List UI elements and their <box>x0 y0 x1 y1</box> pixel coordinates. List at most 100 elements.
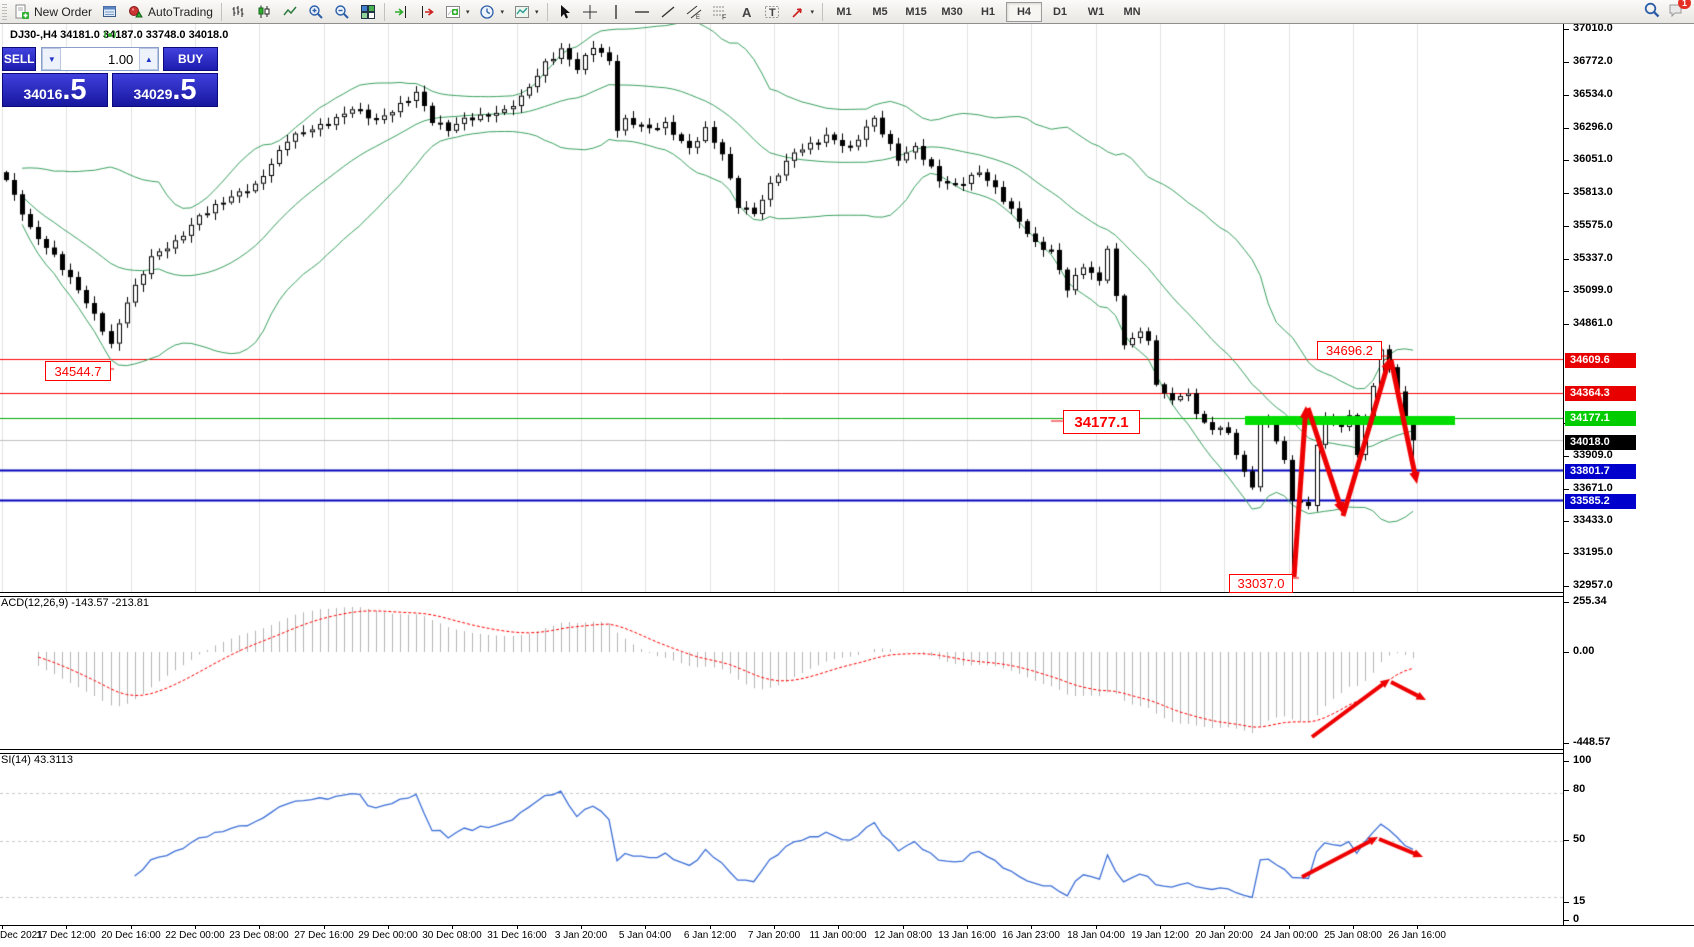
text-label-button[interactable]: T <box>759 1 785 23</box>
time-tick-label: 30 Dec 08:00 <box>422 930 482 941</box>
time-tick-label: 13 Jan 16:00 <box>938 930 996 941</box>
price-annotation-label[interactable]: 33037.0 <box>1229 574 1293 593</box>
volume-decrease-button[interactable]: ▼ <box>42 48 62 70</box>
price-tick-label: 35099.0 <box>1573 284 1613 296</box>
price-annotation-label[interactable]: 34177.1 <box>1063 410 1140 434</box>
indicators-button[interactable]: ▾ <box>440 1 475 23</box>
indicator-scale-label: 80 <box>1573 783 1586 795</box>
chevron-down-icon: ▾ <box>534 8 539 16</box>
new-order-button[interactable]: New Order <box>9 1 97 23</box>
rsi-indicator-label: SI(14) 43.3113 <box>1 754 73 766</box>
zoom-out-button[interactable] <box>329 1 355 23</box>
time-tick-mark <box>645 926 646 929</box>
svg-text:F: F <box>722 14 726 20</box>
chevron-down-icon: ▾ <box>810 8 815 16</box>
price-tick-mark <box>1564 291 1569 292</box>
line-chart-icon <box>282 4 298 20</box>
data-window-button[interactable] <box>97 1 123 23</box>
timeframe-w1-button[interactable]: W1 <box>1087 5 1105 18</box>
new-order-icon <box>14 4 30 20</box>
auto-scroll-button[interactable] <box>388 1 414 23</box>
time-tick-label: 20 Jan 20:00 <box>1195 930 1253 941</box>
rsi-panel-canvas[interactable] <box>0 753 1563 924</box>
price-tick-mark <box>1564 95 1569 96</box>
chevron-down-icon: ▾ <box>500 8 504 16</box>
timeframe-d1-button[interactable]: D1 <box>1052 5 1068 18</box>
timeframe-h1-button[interactable]: H1 <box>980 5 996 18</box>
time-tick-label: 12 Jan 08:00 <box>874 930 932 941</box>
indicator-scale-label: 0.00 <box>1573 645 1595 657</box>
indicator-tick-mark <box>1564 920 1569 921</box>
price-annotation-label[interactable]: 34544.7 <box>45 361 111 381</box>
time-tick-label: 25 Jan 08:00 <box>1324 930 1382 941</box>
chart-shift-button[interactable] <box>414 1 440 23</box>
timeframe-h4-button[interactable]: H4 <box>1006 1 1043 22</box>
vertical-line-button[interactable] <box>603 1 629 23</box>
equidistant-channel-button[interactable]: E <box>681 1 707 23</box>
price-level-badge: 33801.7 <box>1565 464 1636 479</box>
cursor-button[interactable] <box>551 1 577 23</box>
price-tick-mark <box>1564 586 1569 587</box>
macd-indicator-label: ACD(12,26,9) -143.57 -213.81 <box>1 597 149 609</box>
price-tick-mark <box>1564 62 1569 63</box>
timeframe-m1-button[interactable]: M1 <box>836 5 852 18</box>
panel-separator[interactable] <box>0 592 1694 597</box>
fibonacci-button[interactable]: F <box>707 1 733 23</box>
timeframe-mn-button[interactable]: MN <box>1123 5 1141 18</box>
time-tick-mark <box>710 926 711 929</box>
indicator-scale-label: 100 <box>1573 754 1592 766</box>
timeframe-m5-button[interactable]: M5 <box>872 5 888 18</box>
time-tick-mark <box>774 926 775 929</box>
volume-input[interactable] <box>61 48 140 70</box>
candlestick-chart-button[interactable] <box>251 1 277 23</box>
time-tick-mark <box>838 926 839 929</box>
new-order-label: New Order <box>34 4 93 19</box>
ask-price-display[interactable]: 34029.5 <box>112 73 218 107</box>
time-tick-mark <box>1031 926 1032 929</box>
time-tick-mark <box>388 926 389 929</box>
chart-shift-icon <box>419 4 435 20</box>
fibonacci-icon: F <box>712 4 728 20</box>
horizontal-line-button[interactable] <box>629 1 655 23</box>
time-tick-mark <box>2 926 3 929</box>
buy-button[interactable]: BUY <box>163 47 218 71</box>
crosshair-button[interactable] <box>577 1 603 23</box>
autotrading-button[interactable]: AutoTrading <box>123 1 218 23</box>
insert-group: ▾ ▾ ▾ <box>440 1 544 23</box>
time-tick-label: 16 Jan 23:00 <box>1002 930 1060 941</box>
indicator-scale-label: 50 <box>1573 833 1586 845</box>
line-chart-button[interactable] <box>277 1 303 23</box>
trendline-button[interactable] <box>655 1 681 23</box>
toolbar-drag-handle <box>2 3 7 20</box>
price-annotation-label[interactable]: 34696.2 <box>1317 341 1382 360</box>
time-tick-label: 17 Dec 12:00 <box>36 930 96 941</box>
time-axis[interactable]: Dec 2021 17 Dec 12:00 20 Dec 16:00 22 Dec 0… <box>0 925 1694 947</box>
tile-windows-button[interactable] <box>355 1 381 23</box>
macd-panel-canvas[interactable] <box>0 596 1563 749</box>
search-icon[interactable] <box>1644 2 1660 21</box>
panel-separator[interactable] <box>0 749 1694 754</box>
price-chart-canvas[interactable] <box>0 24 1563 592</box>
arrows-button[interactable]: ▾ <box>785 1 820 23</box>
sell-button[interactable]: SELL <box>2 47 37 71</box>
signals-button[interactable] <box>97 23 123 45</box>
volume-increase-button[interactable]: ▲ <box>139 48 159 70</box>
price-axis[interactable]: 37010.0 36772.0 36534.0 36296.0 36051.0 35813… <box>1563 22 1694 925</box>
zoom-in-button[interactable] <box>303 1 329 23</box>
text-button[interactable]: A <box>733 1 759 23</box>
price-tick-label: 36051.0 <box>1573 153 1613 165</box>
templates-button[interactable]: ▾ <box>509 1 544 23</box>
time-tick-label: 31 Dec 16:00 <box>487 930 547 941</box>
bar-chart-button[interactable] <box>225 1 251 23</box>
periods-button[interactable]: ▾ <box>474 1 509 23</box>
toolbar-separator <box>546 2 548 21</box>
bid-price-frac: .5 <box>62 74 87 106</box>
bid-price-display[interactable]: 34016.5 <box>2 73 108 107</box>
arrows-icon <box>790 4 806 20</box>
timeframe-m30-button[interactable]: M30 <box>941 5 963 18</box>
price-level-badge: 34609.6 <box>1565 353 1636 368</box>
timeframe-m15-button[interactable]: M15 <box>905 5 927 18</box>
notifications-button[interactable]: 1 <box>1668 0 1691 21</box>
indicator-tick-mark <box>1564 840 1569 841</box>
volume-stepper: ▼ ▲ <box>41 47 160 71</box>
